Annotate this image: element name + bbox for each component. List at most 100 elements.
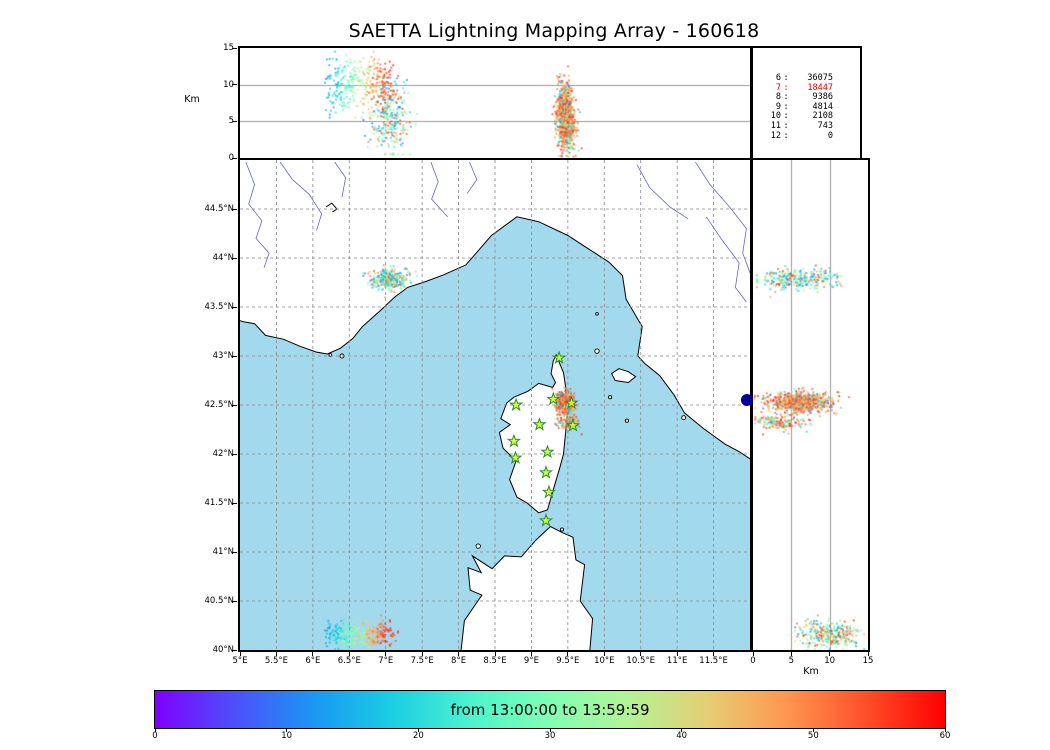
station-count-row: 8:9386: [775, 92, 833, 103]
lat-tick-label: 43.5°N: [204, 302, 234, 312]
tick-mark: [312, 652, 314, 656]
lon-tick-label: 5.5°E: [264, 656, 288, 666]
tick-mark: [944, 729, 946, 732]
station-count-row: 11:743: [770, 120, 833, 131]
tick-mark: [567, 652, 569, 656]
tick-mark: [417, 729, 419, 732]
tick-mark: [530, 652, 532, 656]
tick-mark: [385, 652, 387, 656]
lon-tick-label: 6°E: [305, 656, 321, 666]
lon-tick-label: 10.5°E: [626, 656, 655, 666]
station-counts-panel: 6:36075 7:18447 8:9386 9:4814 10:2108 11:743 1…: [751, 46, 862, 160]
tick-mark: [752, 652, 754, 656]
right-panel-alt-tick-label: 10: [824, 656, 836, 666]
edge-marker-dot: [741, 394, 753, 406]
colorbar-tick-label: 20: [412, 731, 424, 741]
tick-mark: [232, 600, 237, 602]
tick-mark: [676, 652, 678, 656]
lon-tick-label: 11.5°E: [699, 656, 728, 666]
tick-mark: [232, 306, 237, 308]
lat-tick-label: 41.5°N: [204, 498, 234, 508]
top-panel-alt-tick-label: 5: [204, 116, 234, 126]
top-panel-alt-tick-label: 10: [223, 79, 234, 90]
station-count-row: 12:0: [770, 130, 833, 141]
station-counts-list: 6:36075 7:18447 8:9386 9:4814 10:2108 11:743 1…: [765, 73, 833, 141]
altitude-latitude-panel: [751, 158, 870, 652]
lat-tick-label: 44°N: [212, 253, 234, 263]
map-panel: [238, 158, 752, 652]
tick-mark: [494, 652, 496, 656]
colorbar-tick-label: 30: [544, 731, 556, 741]
colorbar-label: from 13:00:00 to 13:59:59: [450, 700, 650, 719]
right-panel-alt-tick-label: 15: [862, 656, 874, 666]
lon-tick-label: 8°E: [451, 656, 467, 666]
tick-mark: [867, 652, 869, 656]
tick-mark: [603, 652, 605, 656]
tick-mark: [790, 652, 792, 656]
top-panel-alt-tick-label: 0: [204, 153, 234, 163]
lon-tick-label: 9°E: [523, 656, 539, 666]
tick-mark: [232, 355, 237, 357]
altitude-longitude-panel: [238, 46, 752, 160]
tick-mark: [713, 652, 715, 656]
colorbar-tick-label: 60: [939, 731, 951, 741]
top-panel-alt-tick-label: 15: [223, 43, 234, 53]
lon-tick-label: 9.5°E: [556, 656, 580, 666]
tick-mark: [232, 84, 237, 86]
colorbar-tick-label: 0: [152, 731, 158, 741]
lat-tick-label: 42.5°N: [204, 400, 234, 410]
tick-mark: [549, 729, 551, 732]
lat-tick-label: 44.5°N: [204, 204, 234, 214]
figure-title: SAETTA Lightning Mapping Array - 160618: [348, 20, 760, 42]
tick-mark: [348, 652, 350, 656]
tick-mark: [232, 208, 237, 210]
altitude-longitude-scatter-canvas: [240, 48, 750, 158]
tick-mark: [286, 729, 288, 732]
tick-mark: [458, 652, 460, 656]
tick-mark: [640, 652, 642, 656]
lon-tick-label: 10°E: [594, 656, 615, 666]
time-colorbar: from 13:00:00 to 13:59:59: [154, 690, 946, 729]
tick-mark: [232, 453, 237, 455]
tick-mark: [232, 47, 237, 49]
lon-tick-label: 5°E: [232, 656, 248, 666]
tick-mark: [232, 649, 237, 651]
altitude-latitude-scatter-canvas: [753, 160, 868, 650]
tick-mark: [829, 652, 831, 656]
tick-mark: [232, 404, 237, 406]
lon-tick-label: 11°E: [666, 656, 688, 666]
lon-tick-label: 7.5°E: [410, 656, 434, 666]
lon-tick-label: 7°E: [378, 656, 394, 666]
lon-tick-label: 8.5°E: [483, 656, 507, 666]
station-count-row: 6:36075: [775, 73, 833, 83]
top-panel-km-axis-label: Km: [184, 94, 200, 105]
station-count-row: 9:4814: [775, 101, 833, 112]
lat-tick-label: 42°N: [212, 449, 234, 459]
tick-mark: [421, 652, 423, 656]
tick-mark: [232, 120, 237, 122]
tick-mark: [232, 502, 237, 504]
lat-tick-label: 41°N: [212, 547, 234, 557]
map-scatter-canvas: [240, 160, 750, 650]
tick-mark: [232, 157, 237, 159]
tick-mark: [239, 652, 241, 656]
colorbar-tick-label: 40: [676, 731, 688, 741]
right-panel-alt-tick-label: 0: [750, 656, 756, 666]
lat-tick-label: 40°N: [212, 645, 234, 655]
lat-tick-label: 43°N: [212, 351, 234, 361]
tick-mark: [812, 729, 814, 732]
tick-mark: [232, 257, 237, 259]
right-panel-alt-tick-label: 5: [788, 656, 795, 666]
colorbar-tick-label: 50: [807, 731, 819, 741]
station-count-row: 7:18447: [775, 82, 833, 93]
tick-mark: [681, 729, 683, 732]
tick-mark: [232, 551, 237, 553]
tick-mark: [154, 729, 156, 732]
tick-mark: [275, 652, 277, 656]
lon-tick-label: 6.5°E: [337, 656, 361, 666]
right-panel-km-axis-label: Km: [803, 666, 819, 677]
station-count-row: 10:2108: [770, 111, 833, 122]
colorbar-tick-label: 10: [281, 731, 293, 741]
lat-tick-label: 40.5°N: [204, 596, 234, 606]
